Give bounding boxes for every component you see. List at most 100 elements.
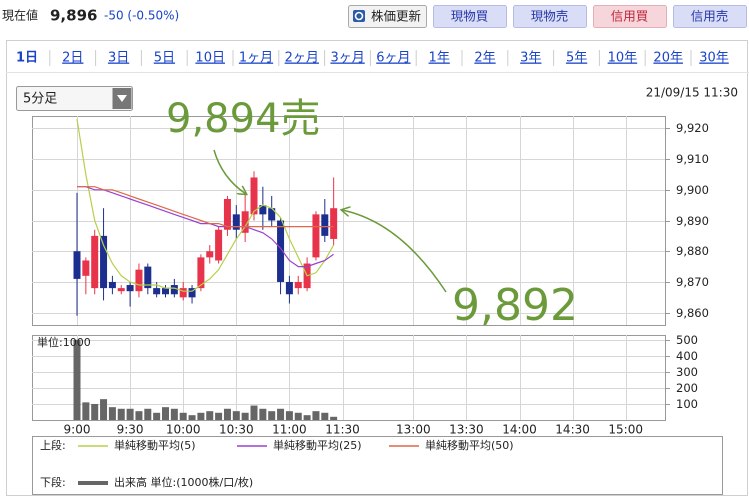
select-box[interactable] [16, 86, 133, 111]
candle-body [91, 235, 99, 289]
tab[interactable]: 1年 [429, 51, 450, 66]
candle-body [100, 235, 108, 289]
x-tick-label: 10:30 [219, 423, 254, 437]
candle-body [162, 288, 169, 295]
tab[interactable]: 5日 [154, 51, 175, 66]
tab[interactable]: 2日 [62, 51, 83, 66]
candle-body [250, 177, 258, 215]
volume-bar [259, 408, 267, 420]
tab[interactable]: 20年 [653, 51, 683, 66]
button[interactable] [673, 5, 747, 28]
refresh-icon-ring[interactable] [354, 11, 364, 21]
volume-bar [100, 399, 108, 420]
button-label[interactable]: 信用売 [691, 9, 729, 24]
button-label[interactable]: 現物売 [531, 9, 569, 24]
volume-bar [312, 411, 320, 420]
tab[interactable]: 6ヶ月 [376, 51, 410, 66]
volume-unit: 単位:1000 [37, 335, 91, 349]
volume-bar [321, 412, 329, 420]
legend-box [32, 436, 723, 495]
volume-panel [32, 335, 666, 421]
volume-bar [232, 411, 240, 420]
y-tick-label: 9,910 [676, 152, 709, 166]
candle-body [197, 257, 205, 289]
candle-body [259, 205, 267, 215]
interval-select[interactable]: 5分足 [16, 86, 133, 111]
candle-body [170, 285, 178, 295]
volume-bar [250, 405, 258, 420]
candle-body [268, 208, 276, 221]
tab[interactable]: 10年 [608, 51, 638, 66]
x-tick-label: 11:00 [272, 423, 307, 437]
tab[interactable]: 10日 [195, 51, 225, 66]
volume-bar [206, 411, 214, 420]
legend-entry: 出来高 単位:(1000株/口/枚) [114, 475, 253, 489]
candle-body [135, 269, 143, 292]
volume-bar [73, 339, 81, 420]
candle-body [82, 260, 90, 276]
volume-bar [303, 415, 311, 420]
legend-entry: 単純移動平均(5) [114, 438, 196, 452]
candle-body [206, 251, 214, 258]
button[interactable] [348, 5, 427, 28]
button[interactable] [593, 5, 667, 28]
tab[interactable]: 1日 [16, 51, 38, 66]
candle-body [321, 214, 329, 236]
volume-bar [179, 412, 187, 420]
button-label[interactable]: 株価更新 [371, 9, 421, 24]
x-tick-label: 13:30 [449, 423, 484, 437]
annotation: 9,892 [452, 280, 578, 331]
x-tick-label: 14:30 [555, 423, 590, 437]
ma-line [76, 119, 335, 292]
volume-bar [91, 403, 99, 420]
button-label[interactable]: 現物買 [451, 9, 489, 24]
tab[interactable]: 3ヶ月 [330, 51, 364, 66]
candle-body [144, 266, 152, 289]
x-tick-label: 11:30 [325, 423, 360, 437]
volume-bar [82, 402, 90, 420]
y-tick-label: 100 [676, 397, 698, 411]
candle-body [126, 285, 134, 292]
y-tick-label: 9,890 [676, 214, 709, 228]
button-label[interactable]: 信用買 [611, 9, 649, 24]
volume-bar [144, 408, 152, 420]
candle-body [232, 214, 240, 230]
candle-body [179, 288, 187, 298]
ma-line [77, 186, 334, 268]
annotation-arrow [342, 210, 447, 293]
timestamp: 21/09/15 11:30 [646, 86, 738, 100]
button[interactable] [513, 5, 587, 28]
candle-body [330, 208, 338, 239]
volume-bar [277, 408, 285, 420]
volume-bar [153, 412, 161, 420]
x-tick-label: 15:00 [608, 423, 643, 437]
tab[interactable]: 30年 [699, 51, 729, 66]
x-tick-label: 13:00 [396, 423, 431, 437]
tab[interactable]: 2ヶ月 [285, 51, 319, 66]
volume-bar [135, 411, 143, 420]
candle-body [117, 288, 125, 292]
volume-bar [285, 411, 293, 420]
y-tick-label: 300 [676, 365, 698, 379]
tab[interactable]: 3年 [520, 51, 541, 66]
interval[interactable]: 5分足 [23, 92, 57, 107]
price-change: -50 (-0.50%) [104, 9, 179, 23]
y-tick-label: 200 [676, 381, 698, 395]
annotation-arrow [213, 149, 246, 194]
volume-bar [294, 412, 302, 420]
candle-body [73, 251, 81, 279]
candle-body [223, 198, 231, 230]
tab[interactable]: 5年 [566, 51, 587, 66]
legend-entry: 単純移動平均(25) [273, 438, 362, 452]
volume-bar [162, 407, 169, 420]
y-tick-label: 9,860 [676, 306, 709, 320]
volume-bar [126, 408, 134, 420]
tab[interactable]: 3日 [108, 51, 129, 66]
x-tick-label: 10:00 [166, 423, 201, 437]
candle-body [108, 281, 116, 289]
volume-bar [108, 407, 116, 420]
button[interactable] [433, 5, 507, 28]
tab[interactable]: 2年 [474, 51, 495, 66]
tab[interactable]: 1ヶ月 [239, 51, 273, 66]
